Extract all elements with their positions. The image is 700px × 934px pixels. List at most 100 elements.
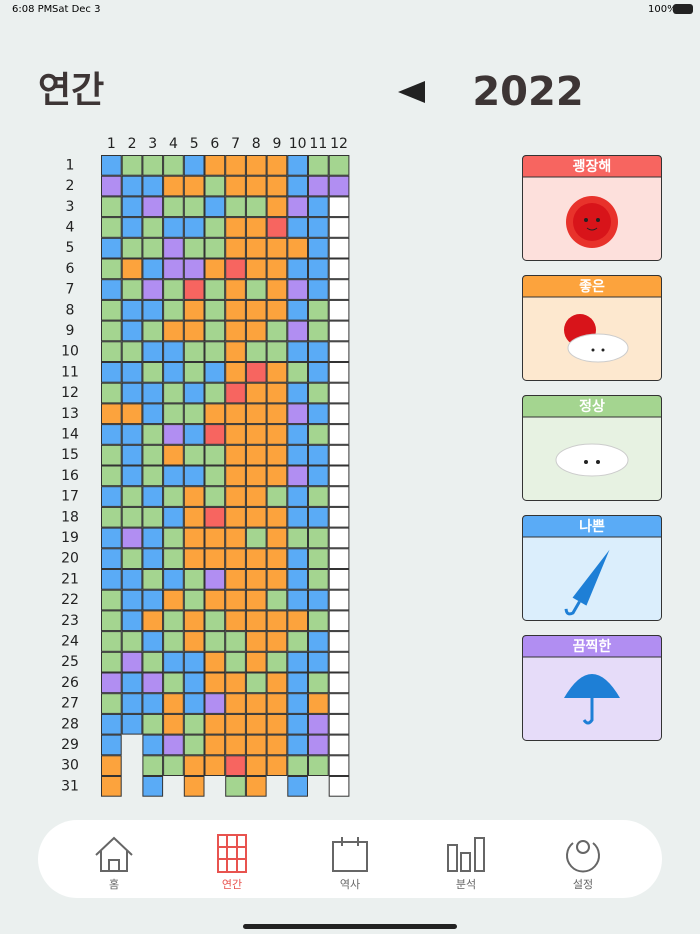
tab-label[interactable]: 홈 [109, 877, 119, 891]
day-cell [204, 693, 226, 714]
day-cell [308, 548, 329, 569]
month-label: 7 [231, 136, 240, 152]
day-cell [142, 465, 164, 487]
day-cell [142, 755, 164, 776]
day-cell [121, 651, 143, 673]
day-cell [142, 362, 164, 383]
day-cell [245, 776, 267, 797]
day-cell [204, 237, 226, 259]
day-cell [245, 548, 267, 569]
day-cell [101, 651, 122, 673]
day-cell [204, 651, 226, 673]
day-cell [183, 672, 205, 694]
day-cell [204, 486, 226, 507]
day-cell [266, 444, 288, 466]
day-cell [245, 299, 267, 321]
day-cell [245, 589, 267, 611]
icons [555, 196, 629, 725]
mood-card-header [522, 275, 662, 298]
mood-name: 나쁜 [579, 519, 605, 535]
cloud-icon [567, 333, 629, 363]
day-cell [308, 362, 329, 383]
tab-label[interactable]: 연간 [222, 878, 242, 891]
day-cell [266, 465, 288, 487]
day-cell [225, 734, 246, 756]
day-cell [225, 258, 246, 280]
day-cell [101, 548, 122, 569]
day-cell [225, 444, 246, 466]
tab-icon[interactable] [447, 837, 485, 872]
tab-icon[interactable] [332, 837, 368, 872]
day-cell [183, 196, 205, 218]
day-cell [121, 424, 143, 445]
day-cell [101, 713, 122, 735]
tab-icon[interactable] [95, 836, 133, 872]
day-cell [101, 465, 122, 487]
day-cell [183, 589, 205, 611]
day-cell [204, 610, 226, 632]
day-cell [287, 279, 308, 300]
day-cell [308, 465, 329, 487]
day-cell [287, 672, 308, 694]
day-cell [183, 465, 205, 487]
day-cell [163, 527, 184, 549]
day-cell [121, 382, 143, 404]
day-cell [308, 320, 329, 342]
home-indicator [243, 924, 457, 929]
tab-label[interactable]: 설정 [573, 878, 593, 891]
day-cell [308, 610, 329, 632]
day-cell [225, 299, 246, 321]
day-cell [328, 755, 350, 776]
day-cell [204, 320, 226, 342]
day-label: 27 [61, 696, 79, 712]
day-cell [225, 175, 246, 197]
day-cell [121, 279, 143, 300]
tab-label[interactable]: 역사 [340, 878, 360, 891]
day-cell [142, 217, 164, 238]
day-cell [266, 341, 288, 362]
day-cell [245, 279, 267, 300]
tab-icon[interactable] [566, 840, 600, 873]
day-cell [245, 403, 267, 425]
tab-icon[interactable] [217, 834, 247, 873]
day-cell [142, 424, 164, 445]
day-cell [287, 155, 308, 176]
day-label: 2 [66, 178, 75, 194]
day-cell [287, 631, 308, 652]
mood-name: 괭장해 [573, 158, 612, 175]
day-cell [225, 589, 246, 611]
prev-year[interactable] [398, 81, 425, 103]
day-cell [183, 548, 205, 569]
day-cell [225, 548, 246, 569]
day-cell [308, 299, 329, 321]
day-cell [183, 444, 205, 466]
day-label: 10 [61, 344, 79, 360]
day-cell [101, 672, 122, 694]
day-cell [266, 755, 288, 776]
day-cell [287, 362, 308, 383]
day-cell [183, 320, 205, 342]
day-cell [225, 693, 246, 714]
day-cell [287, 341, 308, 362]
day-cell [287, 196, 308, 218]
day-cell [308, 279, 329, 300]
day-cell [225, 155, 246, 176]
day-cell [328, 713, 350, 735]
day-label: 29 [61, 737, 79, 753]
day-cell [328, 548, 350, 569]
day-cell [245, 631, 267, 652]
day-cell [163, 734, 184, 756]
tab-label[interactable]: 분석 [456, 878, 476, 891]
day-cell [245, 196, 267, 218]
day-cell [101, 693, 122, 714]
mood-name: 끔찍한 [573, 638, 612, 655]
day-cell [328, 175, 350, 197]
day-cell [308, 155, 329, 176]
day-cell [245, 155, 267, 176]
day-cell [121, 362, 143, 383]
day-cell [121, 569, 143, 590]
battery-icon [673, 4, 693, 14]
day-cell [328, 217, 350, 238]
day-cell [183, 610, 205, 632]
